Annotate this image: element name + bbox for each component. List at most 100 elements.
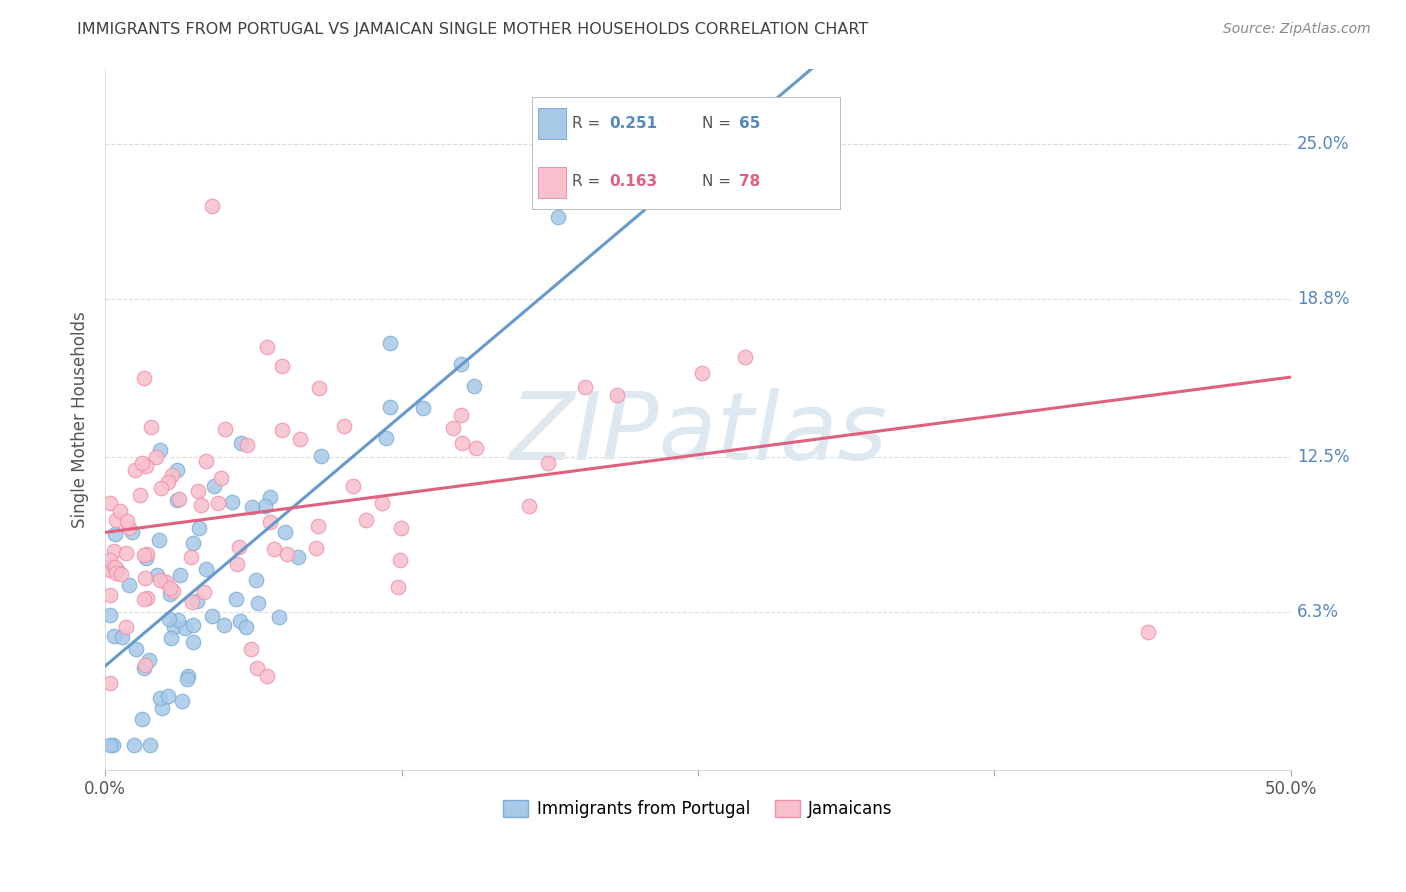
Point <box>157 689 180 703</box>
Point <box>254 499 277 513</box>
Point <box>149 573 172 587</box>
Point <box>574 380 596 394</box>
Text: 12.5%: 12.5% <box>1296 448 1350 466</box>
Point <box>129 488 152 502</box>
Point <box>276 547 298 561</box>
Point <box>104 561 127 575</box>
Point <box>387 580 409 594</box>
Point <box>181 618 204 632</box>
Point <box>259 491 281 505</box>
Point <box>734 350 756 364</box>
Point <box>342 479 364 493</box>
Point <box>267 609 290 624</box>
Point <box>159 582 181 596</box>
Point <box>235 620 257 634</box>
Point <box>98 738 121 752</box>
Point <box>160 631 183 645</box>
Point <box>135 548 157 562</box>
Point <box>309 449 332 463</box>
Point <box>246 661 269 675</box>
Point <box>166 493 188 508</box>
Point <box>450 357 472 371</box>
Point <box>132 592 155 607</box>
Text: Source: ZipAtlas.com: Source: ZipAtlas.com <box>1223 22 1371 37</box>
Point <box>157 475 180 490</box>
Point <box>464 441 486 455</box>
Point <box>547 210 569 224</box>
Point <box>160 467 183 482</box>
Point <box>354 513 377 527</box>
Point <box>100 558 122 572</box>
Point <box>134 551 156 566</box>
Point <box>181 536 204 550</box>
Point <box>517 500 540 514</box>
Point <box>135 459 157 474</box>
Point <box>131 456 153 470</box>
Point <box>235 437 257 451</box>
Point <box>104 559 127 574</box>
Point <box>108 503 131 517</box>
Point <box>98 553 121 567</box>
Point <box>121 524 143 539</box>
Point <box>271 359 294 374</box>
Point <box>209 471 232 485</box>
Point <box>136 591 159 605</box>
Point <box>271 423 294 437</box>
Point <box>131 712 153 726</box>
Point <box>180 549 202 564</box>
Point <box>441 421 464 435</box>
Text: ZIPatlas: ZIPatlas <box>509 388 887 479</box>
Point <box>305 541 328 556</box>
Text: 6.3%: 6.3% <box>1296 603 1339 621</box>
Point <box>412 401 434 416</box>
Point <box>117 521 139 535</box>
Point <box>149 442 172 457</box>
Point <box>307 519 329 533</box>
Point <box>98 563 121 577</box>
Point <box>245 573 267 587</box>
Point <box>375 431 398 445</box>
Point <box>98 588 121 602</box>
Point <box>308 381 330 395</box>
Point <box>124 462 146 476</box>
Point <box>463 379 485 393</box>
Point <box>103 738 125 752</box>
Point <box>159 587 181 601</box>
Point <box>273 525 295 540</box>
Point <box>98 495 121 509</box>
Point <box>148 533 170 548</box>
Point <box>98 607 121 622</box>
Point <box>231 436 253 450</box>
Point <box>103 544 125 558</box>
Point <box>134 658 156 673</box>
Point <box>389 521 412 535</box>
Point <box>228 540 250 554</box>
Point <box>263 541 285 556</box>
Point <box>290 432 312 446</box>
Point <box>105 513 128 527</box>
Point <box>188 521 211 535</box>
Point <box>371 496 394 510</box>
Point <box>132 370 155 384</box>
Text: IMMIGRANTS FROM PORTUGAL VS JAMAICAN SINGLE MOTHER HOUSEHOLDS CORRELATION CHART: IMMIGRANTS FROM PORTUGAL VS JAMAICAN SIN… <box>77 22 869 37</box>
Point <box>190 498 212 512</box>
Point <box>141 420 163 434</box>
Point <box>118 577 141 591</box>
Point <box>134 571 156 585</box>
Point <box>225 592 247 607</box>
Point <box>138 653 160 667</box>
Point <box>214 422 236 436</box>
Point <box>115 620 138 634</box>
Point <box>104 527 127 541</box>
Point <box>287 549 309 564</box>
Point <box>150 701 173 715</box>
Point <box>169 567 191 582</box>
Point <box>240 500 263 514</box>
Point <box>240 642 263 657</box>
Point <box>166 463 188 477</box>
Point <box>332 419 354 434</box>
Point <box>201 199 224 213</box>
Point <box>132 661 155 675</box>
Point <box>256 340 278 354</box>
Point <box>132 548 155 562</box>
